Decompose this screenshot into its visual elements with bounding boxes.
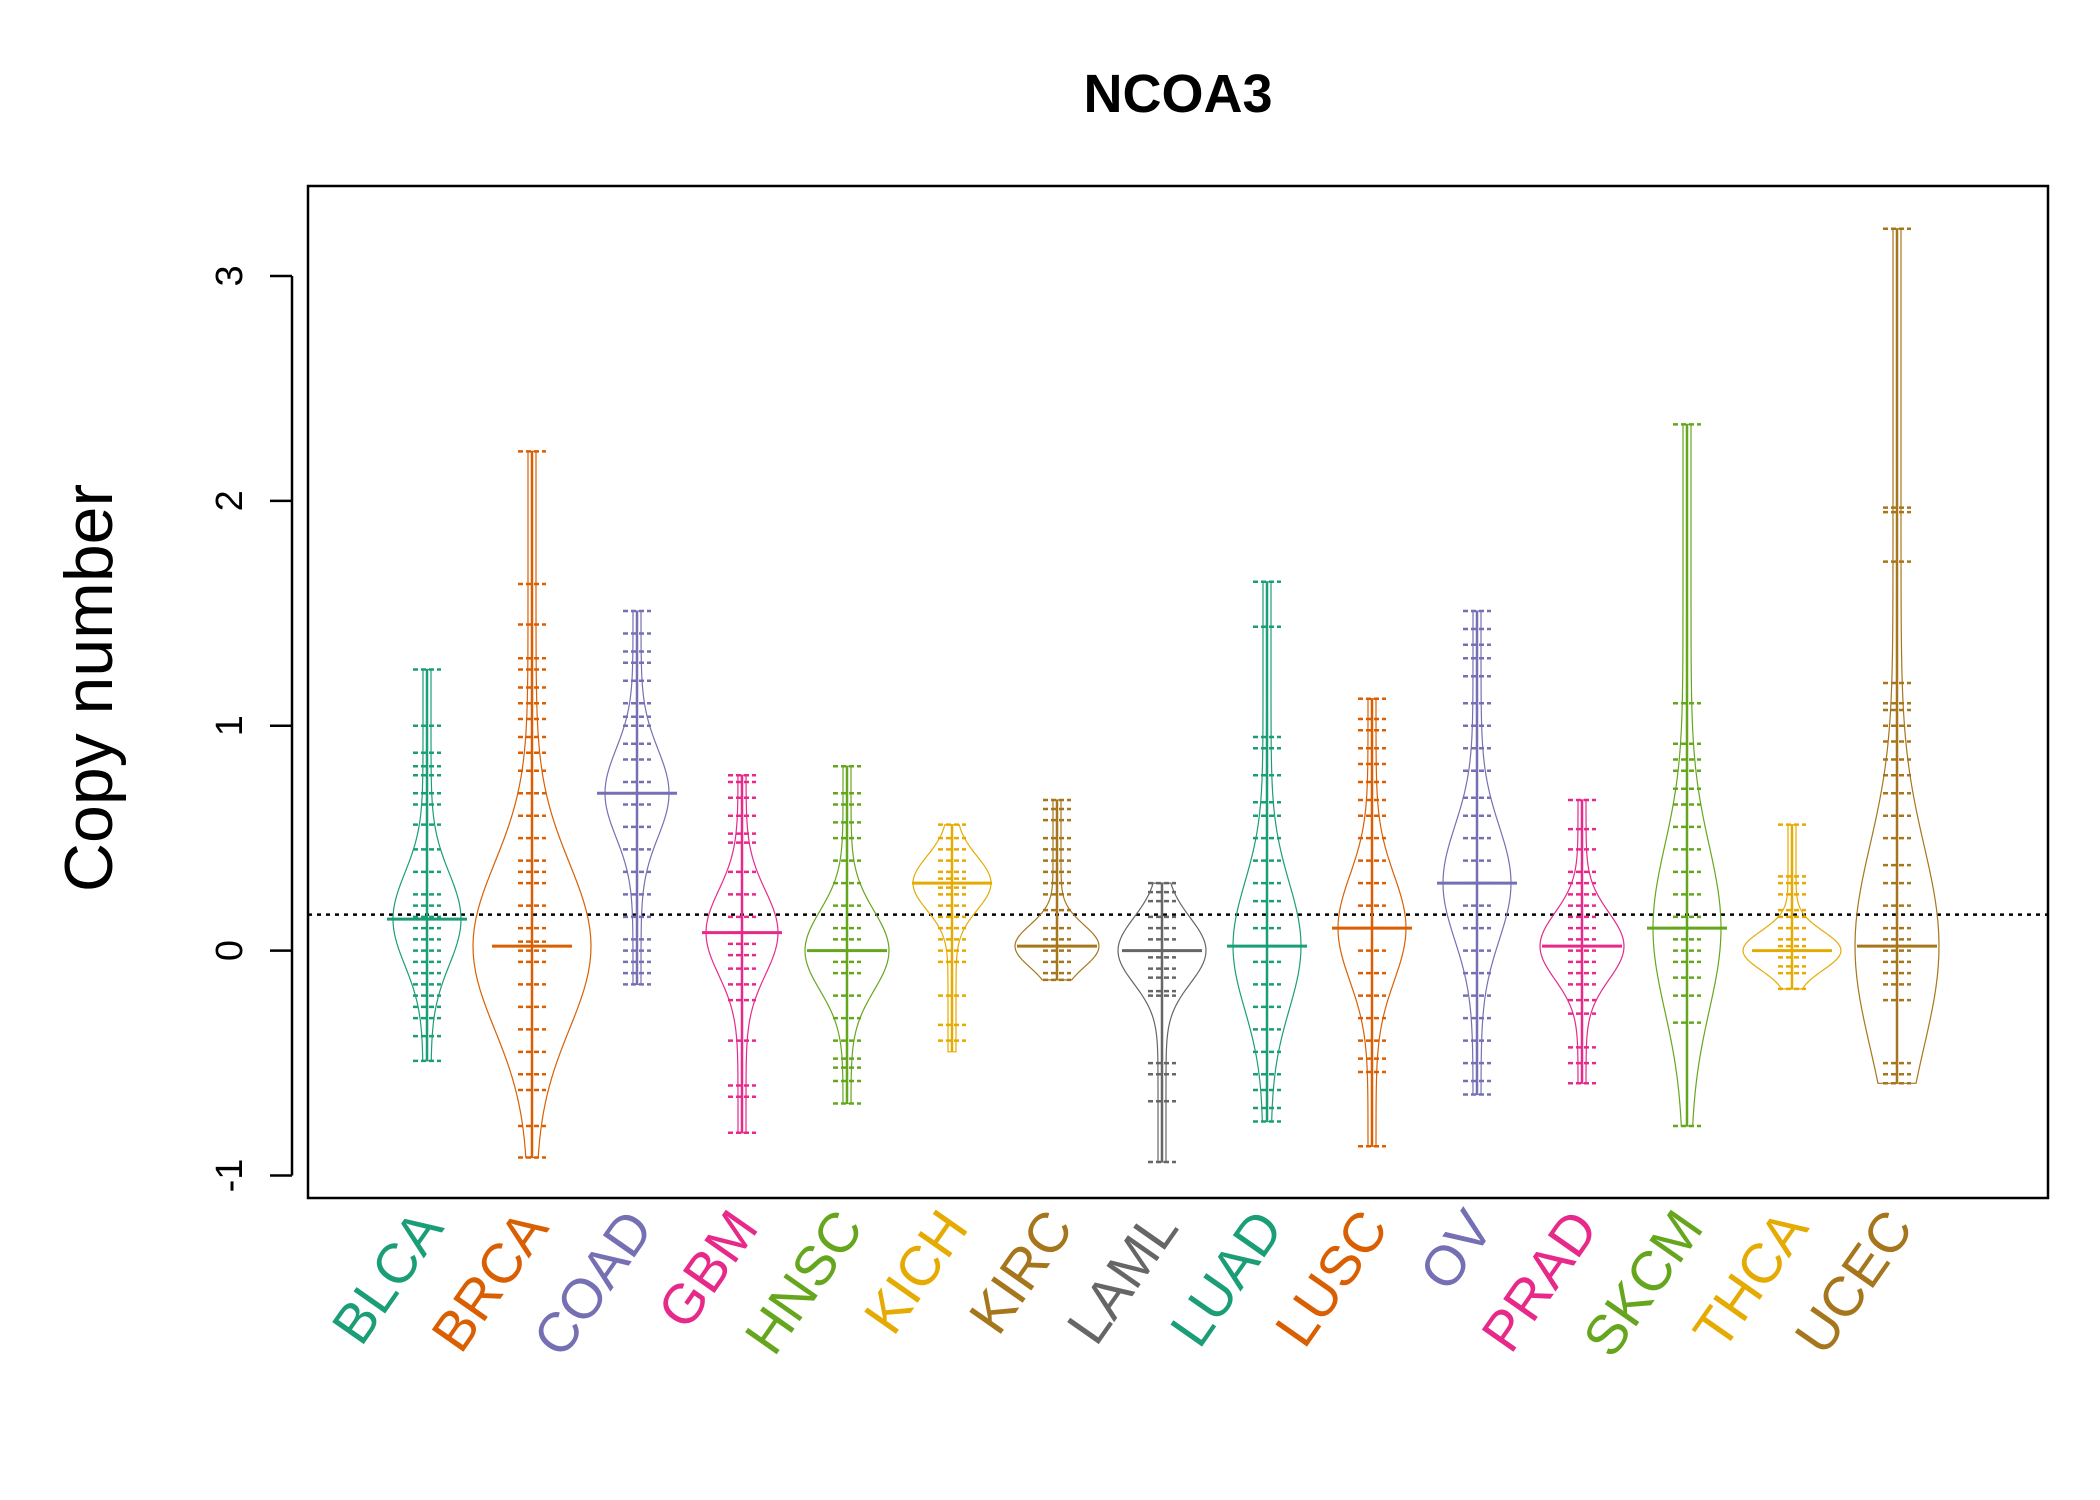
chart-title: NCOA3	[1083, 64, 1272, 124]
y-tick-label: 0	[209, 940, 251, 961]
bean-blca	[387, 668, 467, 1063]
bean-lusc	[1332, 697, 1412, 1148]
bean-skcm	[1647, 423, 1727, 1128]
bean-laml	[1117, 881, 1207, 1164]
bean-gbm	[702, 773, 782, 1135]
bean-ov	[1437, 609, 1517, 1096]
bean-outline	[1117, 882, 1207, 1163]
bean-hnsc	[804, 764, 890, 1105]
bean-kirc	[1014, 798, 1100, 982]
bean-coad	[597, 609, 677, 986]
bean-outline	[912, 824, 992, 1053]
y-tick-label: -1	[209, 1159, 251, 1193]
bean-luad	[1227, 580, 1307, 1123]
bean-prad	[1539, 798, 1625, 1085]
y-axis: -1 0 1 2 3	[209, 265, 294, 1193]
y-tick-label: 3	[209, 265, 251, 286]
y-tick-label: 1	[209, 715, 251, 736]
y-tick-label: 2	[209, 490, 251, 511]
x-tick-label: LUSC	[1263, 1199, 1400, 1358]
bean-thca	[1742, 823, 1842, 991]
x-tick-label: KICH	[851, 1199, 979, 1345]
x-tick-label: OV	[1407, 1198, 1505, 1301]
y-axis-label: Copy number	[51, 484, 127, 892]
bean-brca	[472, 450, 592, 1159]
beans-group	[387, 227, 1940, 1164]
bean-kich	[912, 823, 992, 1053]
plot-frame	[306, 184, 2050, 1200]
x-tick-label: LUAD	[1158, 1199, 1295, 1358]
x-tick-label: LAML	[1054, 1199, 1190, 1355]
bean-ucec	[1854, 227, 1940, 1085]
